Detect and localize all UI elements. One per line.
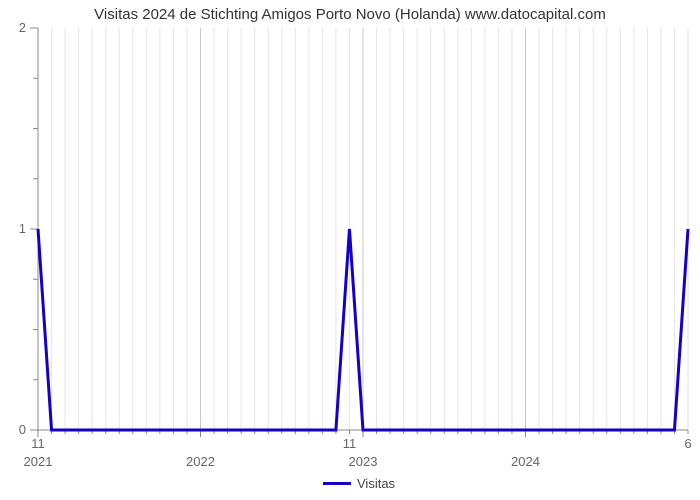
chart-title: Visitas 2024 de Stichting Amigos Porto N… [0, 6, 700, 23]
data-point-label: 11 [31, 436, 45, 451]
data-point-label: 6 [684, 436, 691, 451]
legend-swatch [323, 482, 351, 485]
chart-plot [38, 28, 688, 430]
x-tick-label: 2021 [24, 454, 53, 469]
y-tick-label: 1 [10, 221, 26, 236]
x-tick-label: 2024 [511, 454, 540, 469]
y-tick-label: 0 [10, 422, 26, 437]
legend-label: Visitas [357, 476, 395, 491]
legend: Visitas [323, 476, 395, 491]
x-tick-label: 2022 [186, 454, 215, 469]
y-tick-label: 2 [10, 20, 26, 35]
data-point-label: 11 [343, 436, 357, 451]
x-tick-label: 2023 [349, 454, 378, 469]
